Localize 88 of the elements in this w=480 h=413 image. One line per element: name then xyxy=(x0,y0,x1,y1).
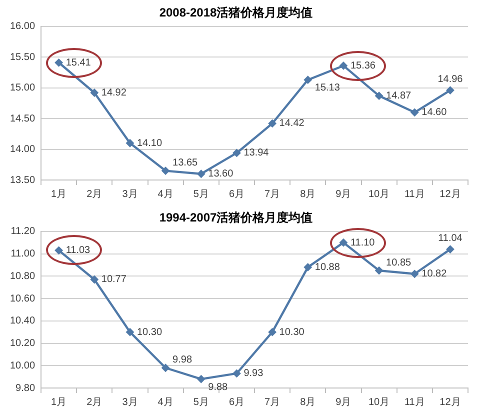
point xyxy=(446,86,454,94)
x-tick-label: 10月 xyxy=(368,396,390,408)
data-label: 13.94 xyxy=(244,148,270,159)
x-tick-label: 9月 xyxy=(336,396,352,408)
point xyxy=(268,119,276,128)
data-label: 14.96 xyxy=(438,74,464,86)
x-tick-label: 12月 xyxy=(440,188,461,200)
data-label: 10.82 xyxy=(422,268,448,280)
point xyxy=(162,364,170,372)
x-tick-label: 10月 xyxy=(368,188,390,200)
point xyxy=(304,76,312,84)
x-tick-label: 8月 xyxy=(300,188,316,200)
y-tick-label: 16.00 xyxy=(10,21,36,32)
point xyxy=(339,62,348,70)
data-label: 11.04 xyxy=(438,233,463,244)
data-label: 15.41 xyxy=(66,57,92,68)
point xyxy=(126,139,134,148)
data-label: 9.88 xyxy=(208,382,228,393)
x-tick-label: 5月 xyxy=(193,396,209,408)
data-label: 10.30 xyxy=(279,326,305,338)
point xyxy=(410,270,419,278)
data-label: 10.88 xyxy=(314,262,340,273)
chart-title: 2008-2018活猪价格月度均值 xyxy=(159,6,313,20)
x-tick-label: 12月 xyxy=(440,396,461,408)
y-tick-label: 11.00 xyxy=(10,248,36,260)
y-tick-label: 10.40 xyxy=(10,316,36,327)
point xyxy=(126,328,134,336)
x-tick-label: 6月 xyxy=(228,188,245,200)
x-tick-label: 6月 xyxy=(228,396,245,408)
y-tick-label: 10.80 xyxy=(10,270,36,282)
x-tick-label: 9月 xyxy=(336,188,352,200)
x-tick-label: 2月 xyxy=(86,396,102,408)
x-tick-label: 1月 xyxy=(51,188,67,200)
data-label: 14.60 xyxy=(422,107,448,118)
point xyxy=(375,266,384,275)
point xyxy=(304,263,312,272)
point xyxy=(232,369,241,378)
y-tick-label: 11.20 xyxy=(10,226,36,238)
x-tick-label: 11月 xyxy=(404,188,425,200)
data-label: 14.42 xyxy=(279,118,305,130)
point xyxy=(197,375,206,384)
x-tick-label: 8月 xyxy=(300,396,316,408)
data-label: 13.60 xyxy=(208,168,234,180)
data-label: 14.87 xyxy=(386,90,412,102)
point xyxy=(268,328,276,336)
x-tick-label: 5月 xyxy=(193,188,209,200)
x-tick-label: 7月 xyxy=(264,188,280,200)
point xyxy=(410,108,419,116)
y-tick-label: 14.00 xyxy=(10,144,36,156)
y-tick-label: 15.00 xyxy=(10,82,36,94)
x-tick-label: 4月 xyxy=(158,396,174,408)
x-tick-label: 3月 xyxy=(122,188,138,200)
y-tick-label: 13.50 xyxy=(10,174,36,186)
point xyxy=(54,246,63,254)
data-label: 14.10 xyxy=(136,138,162,149)
y-tick-label: 10.20 xyxy=(10,338,36,350)
y-tick-label: 15.50 xyxy=(10,52,36,63)
point xyxy=(446,245,454,254)
y-tick-label: 10.00 xyxy=(10,360,36,372)
x-tick-label: 7月 xyxy=(264,396,280,408)
x-tick-label: 4月 xyxy=(158,188,174,200)
y-tick-label: 10.60 xyxy=(10,293,36,304)
point xyxy=(90,276,98,284)
y-tick-label: 9.80 xyxy=(16,382,36,394)
point xyxy=(54,58,63,67)
point xyxy=(232,148,241,157)
data-label: 10.85 xyxy=(386,257,412,268)
data-label: 10.77 xyxy=(101,274,127,286)
point xyxy=(90,88,98,97)
data-label: 9.93 xyxy=(244,368,264,380)
x-tick-label: 2月 xyxy=(86,188,102,200)
data-label: 10.30 xyxy=(136,326,162,338)
x-tick-label: 1月 xyxy=(51,396,67,408)
chart-title: 1994-2007活猪价格月度均值 xyxy=(159,210,313,225)
point xyxy=(197,170,206,178)
point xyxy=(375,92,384,100)
x-tick-label: 11月 xyxy=(404,396,425,408)
data-label: 15.36 xyxy=(350,60,376,72)
data-label: 13.65 xyxy=(172,158,198,169)
point xyxy=(339,238,348,247)
point xyxy=(162,166,170,175)
x-tick-label: 3月 xyxy=(122,396,138,408)
y-tick-label: 14.50 xyxy=(10,113,36,124)
data-label: 14.92 xyxy=(101,88,127,99)
data-label: 11.10 xyxy=(350,237,376,248)
data-label: 9.98 xyxy=(172,354,192,366)
data-label: 15.13 xyxy=(314,82,340,94)
data-label: 11.03 xyxy=(66,245,91,256)
